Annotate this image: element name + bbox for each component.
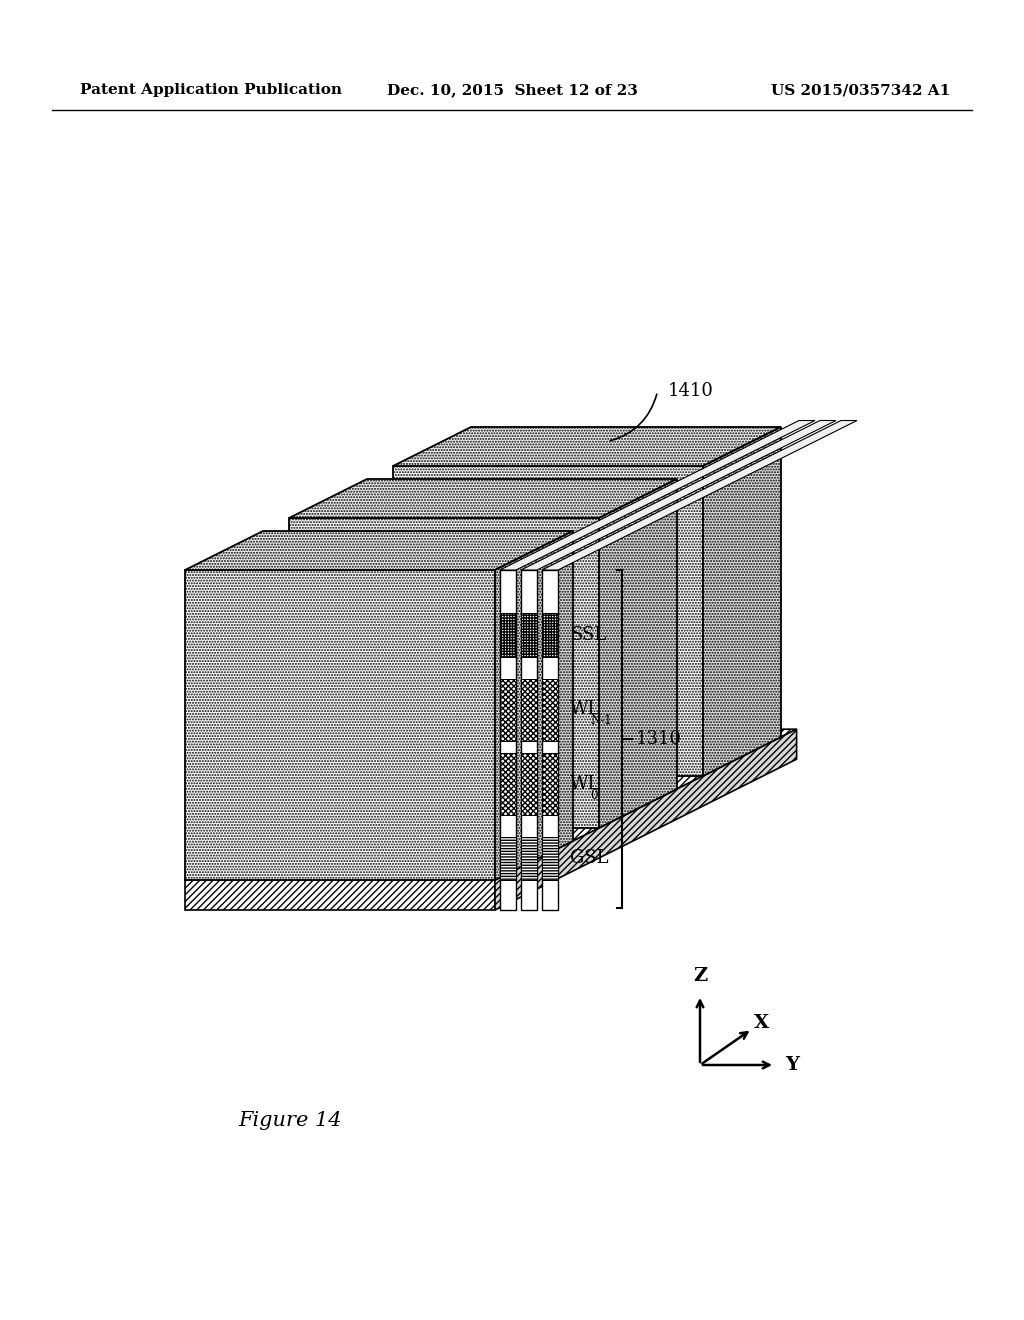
Polygon shape [185,531,573,570]
Polygon shape [393,466,703,776]
Polygon shape [289,479,677,517]
Polygon shape [185,570,495,880]
Polygon shape [495,531,573,880]
Polygon shape [542,837,558,880]
Polygon shape [521,614,537,657]
Text: GSL: GSL [570,849,608,867]
Polygon shape [521,678,537,741]
Text: Z: Z [693,968,708,985]
Text: 1410: 1410 [668,383,714,400]
Polygon shape [542,678,558,741]
Polygon shape [185,729,797,880]
Polygon shape [289,517,599,828]
Polygon shape [185,880,495,909]
Text: N-1: N-1 [590,714,611,727]
Polygon shape [521,837,537,880]
Polygon shape [542,614,558,657]
Polygon shape [500,678,516,741]
Polygon shape [500,614,516,657]
Polygon shape [521,421,836,570]
Polygon shape [495,729,797,909]
Polygon shape [500,570,516,909]
Text: Y: Y [785,1056,799,1074]
Polygon shape [521,570,537,909]
Text: US 2015/0357342 A1: US 2015/0357342 A1 [771,83,950,96]
Text: Patent Application Publication: Patent Application Publication [80,83,342,96]
Text: Figure 14: Figure 14 [239,1110,342,1130]
Polygon shape [500,752,516,814]
Text: WL: WL [570,775,600,793]
Polygon shape [542,421,857,570]
Polygon shape [393,426,781,466]
Polygon shape [542,570,558,909]
Polygon shape [703,426,781,776]
Text: WL: WL [570,701,600,718]
Polygon shape [542,752,558,814]
Text: SSL: SSL [570,626,606,644]
Text: X: X [755,1014,770,1032]
Text: 0: 0 [590,789,597,801]
Polygon shape [521,752,537,814]
Text: Dec. 10, 2015  Sheet 12 of 23: Dec. 10, 2015 Sheet 12 of 23 [387,83,637,96]
Polygon shape [500,837,516,880]
Polygon shape [500,421,815,570]
Text: 1310: 1310 [636,730,682,748]
Polygon shape [599,479,677,828]
